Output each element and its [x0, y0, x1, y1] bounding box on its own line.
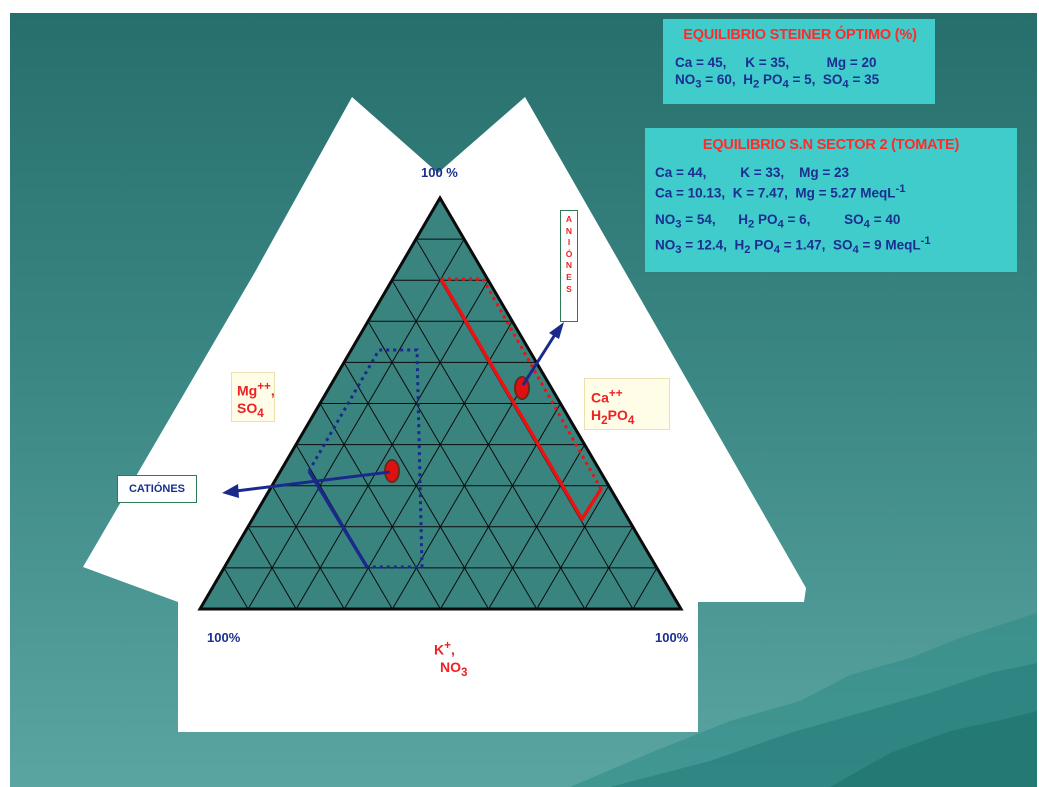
steiner-k: K = 35, [745, 55, 790, 70]
sn-sector2-box: EQUILIBRIO S.N SECTOR 2 (TOMATE) Ca = 44… [645, 128, 1017, 272]
grid-line [319, 403, 441, 610]
sn-title: EQUILIBRIO S.N SECTOR 2 (TOMATE) [702, 137, 960, 153]
grid-line [536, 485, 610, 610]
cation-range-outline-dotted [307, 348, 424, 569]
aniones-arrow [521, 332, 558, 386]
aniones-tag: A N I Ó N E S [560, 210, 578, 322]
sn-cations-pct-line: Ca = 44, K = 33, Mg = 23 [655, 165, 850, 180]
steiner-cations-line: Ca = 45, K = 35, Mg = 20 [675, 54, 925, 71]
grid-line [223, 567, 249, 610]
grid-line [247, 238, 465, 610]
sn-cations-meq-line: Ca = 10.13, K = 7.47, Mg = 5.27 MeqL-1 [655, 183, 906, 201]
steiner-title: EQUILIBRIO STEINER ÓPTIMO (%) [683, 27, 917, 43]
cationes-tag: CATIÓNES [117, 475, 197, 503]
grid-line [271, 485, 345, 610]
mountain-decoration [570, 613, 1037, 787]
ca-h2po4-label: Ca++ H2PO4 [584, 378, 670, 430]
left-percent-label: 100% [207, 630, 241, 645]
cation-range-outline-solid [307, 470, 369, 568]
steiner-optimum-box: EQUILIBRIO STEINER ÓPTIMO (%) Ca = 45, K… [663, 19, 935, 104]
right-percent-label: 100% [655, 630, 689, 645]
cationes-arrowhead [222, 484, 239, 498]
grid-line [367, 321, 538, 610]
grid-line [632, 567, 658, 610]
aniones-arrowhead [549, 322, 564, 339]
grid-line [440, 403, 561, 610]
steiner-mg: Mg = 20 [826, 55, 877, 70]
mg-so4-label: Mg++, SO4 [231, 372, 275, 422]
cationes-arrow [235, 470, 391, 493]
cation-point-marker [384, 459, 400, 483]
sn-anions-meq-line: NO3 = 12.4, H2 PO4 = 1.47, SO4 = 9 MeqL-… [655, 235, 931, 257]
anion-range-outline-dotted [441, 277, 603, 520]
top-percent-label: 100 % [421, 165, 458, 180]
steiner-anions-line: NO3 = 60, H2 PO4 = 5, SO4 = 35 [675, 72, 880, 91]
k-no3-label: K+, NO3 [434, 639, 468, 679]
grid-line [343, 321, 513, 610]
steiner-ca: Ca = 45, [675, 55, 727, 70]
sn-anions-pct-line: NO3 = 54, H2 PO4 = 6, SO4 = 40 [655, 211, 901, 231]
anion-range-outline-solid [439, 278, 603, 523]
